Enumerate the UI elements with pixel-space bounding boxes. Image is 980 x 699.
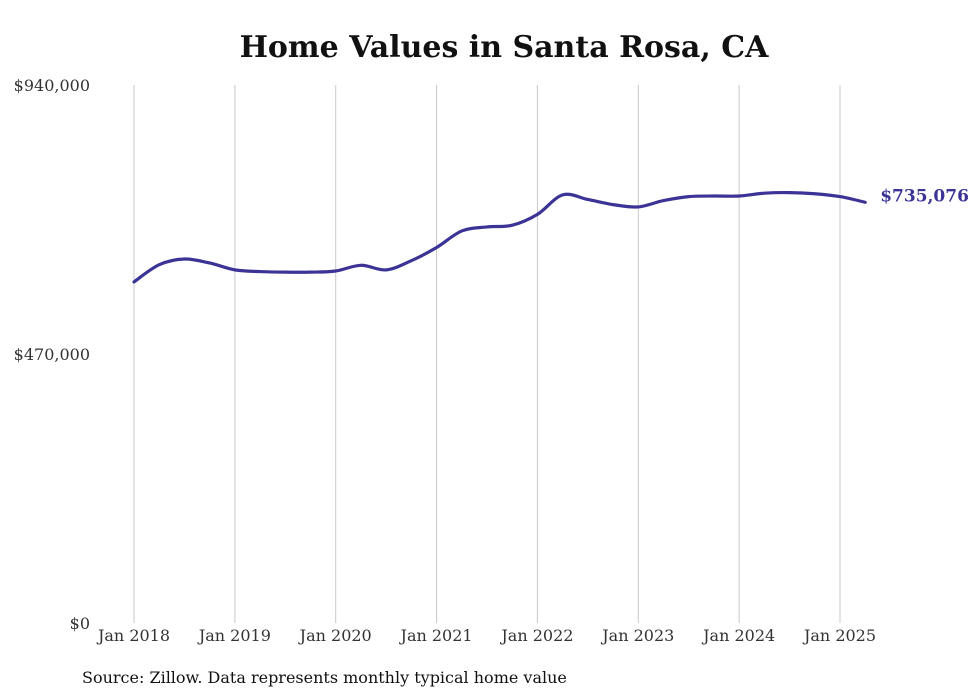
series-layer: [132, 190, 867, 284]
y-axis-tick-labels: $0 $470,000 $940,000: [14, 76, 90, 633]
y-tick-label: $0: [70, 614, 90, 633]
x-tick-label: Jan 2022: [499, 626, 573, 645]
x-tick-label: Jan 2025: [802, 626, 876, 645]
y-tick-label: $940,000: [14, 76, 90, 95]
x-tick-label: Jan 2021: [399, 626, 473, 645]
x-tick-label: Jan 2020: [298, 626, 372, 645]
x-tick-label: Jan 2023: [600, 626, 674, 645]
chart-title: Home Values in Santa Rosa, CA: [239, 30, 769, 65]
end-value-label: $735,076: [880, 186, 969, 206]
source-note: Source: Zillow. Data represents monthly …: [82, 668, 567, 687]
x-axis-tick-labels: Jan 2018 Jan 2019 Jan 2020 Jan 2021 Jan 2022…: [96, 626, 876, 645]
series-line: [132, 190, 867, 284]
y-tick-label: $470,000: [14, 345, 90, 364]
end-label-layer: $735,076: [880, 186, 969, 206]
x-tick-label: Jan 2018: [96, 626, 170, 645]
x-tick-label: Jan 2024: [701, 626, 775, 645]
x-tick-label: Jan 2019: [197, 626, 271, 645]
grid-lines: [133, 85, 841, 623]
